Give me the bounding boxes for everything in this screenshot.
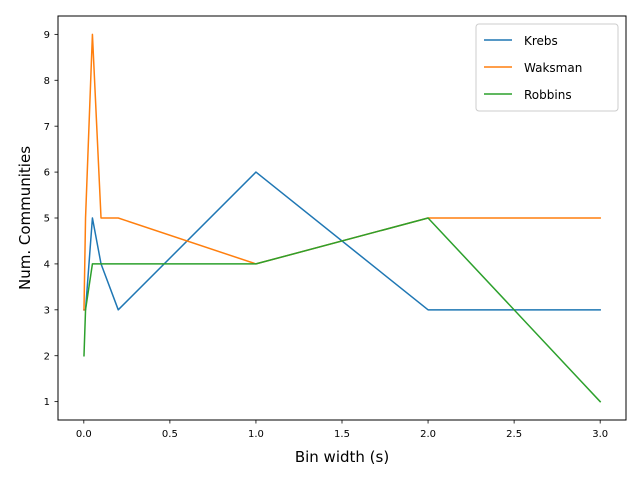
legend: Krebs Waksman Robbins bbox=[475, 23, 619, 112]
legend-label-krebs: Krebs bbox=[524, 34, 558, 48]
y-tick-label: 2 bbox=[44, 351, 50, 362]
legend-label-waksman: Waksman bbox=[524, 61, 582, 75]
y-tick-label: 5 bbox=[44, 214, 50, 225]
series-line-robbins bbox=[83, 217, 602, 403]
y-tick-label: 1 bbox=[44, 397, 50, 408]
plot-area bbox=[83, 33, 602, 403]
y-tick-label: 6 bbox=[44, 168, 50, 179]
x-tick-label: 0.5 bbox=[162, 429, 178, 440]
x-axis-ticks: 0.0 0.5 1.0 1.5 2.0 2.5 3.0 bbox=[76, 420, 608, 440]
x-tick-label: 2.0 bbox=[420, 429, 436, 440]
series-line-krebs bbox=[83, 171, 601, 311]
y-tick-label: 9 bbox=[44, 30, 50, 41]
x-tick-label: 2.5 bbox=[506, 429, 522, 440]
x-tick-label: 3.0 bbox=[592, 429, 608, 440]
x-tick-label: 1.0 bbox=[248, 429, 264, 440]
y-tick-label: 3 bbox=[44, 305, 50, 316]
plot-frame bbox=[57, 15, 627, 421]
legend-label-robbins: Robbins bbox=[524, 88, 572, 102]
x-tick-label: 0.0 bbox=[76, 429, 92, 440]
y-tick-label: 8 bbox=[44, 76, 50, 87]
y-tick-label: 4 bbox=[44, 260, 50, 271]
y-axis-ticks: 1 2 3 4 5 6 7 8 9 bbox=[44, 30, 58, 408]
x-axis-label: Bin width (s) bbox=[295, 448, 389, 466]
y-tick-label: 7 bbox=[44, 122, 50, 133]
legend-box bbox=[475, 23, 619, 112]
y-axis-label: Num. Communities bbox=[16, 146, 34, 290]
x-tick-label: 1.5 bbox=[334, 429, 350, 440]
